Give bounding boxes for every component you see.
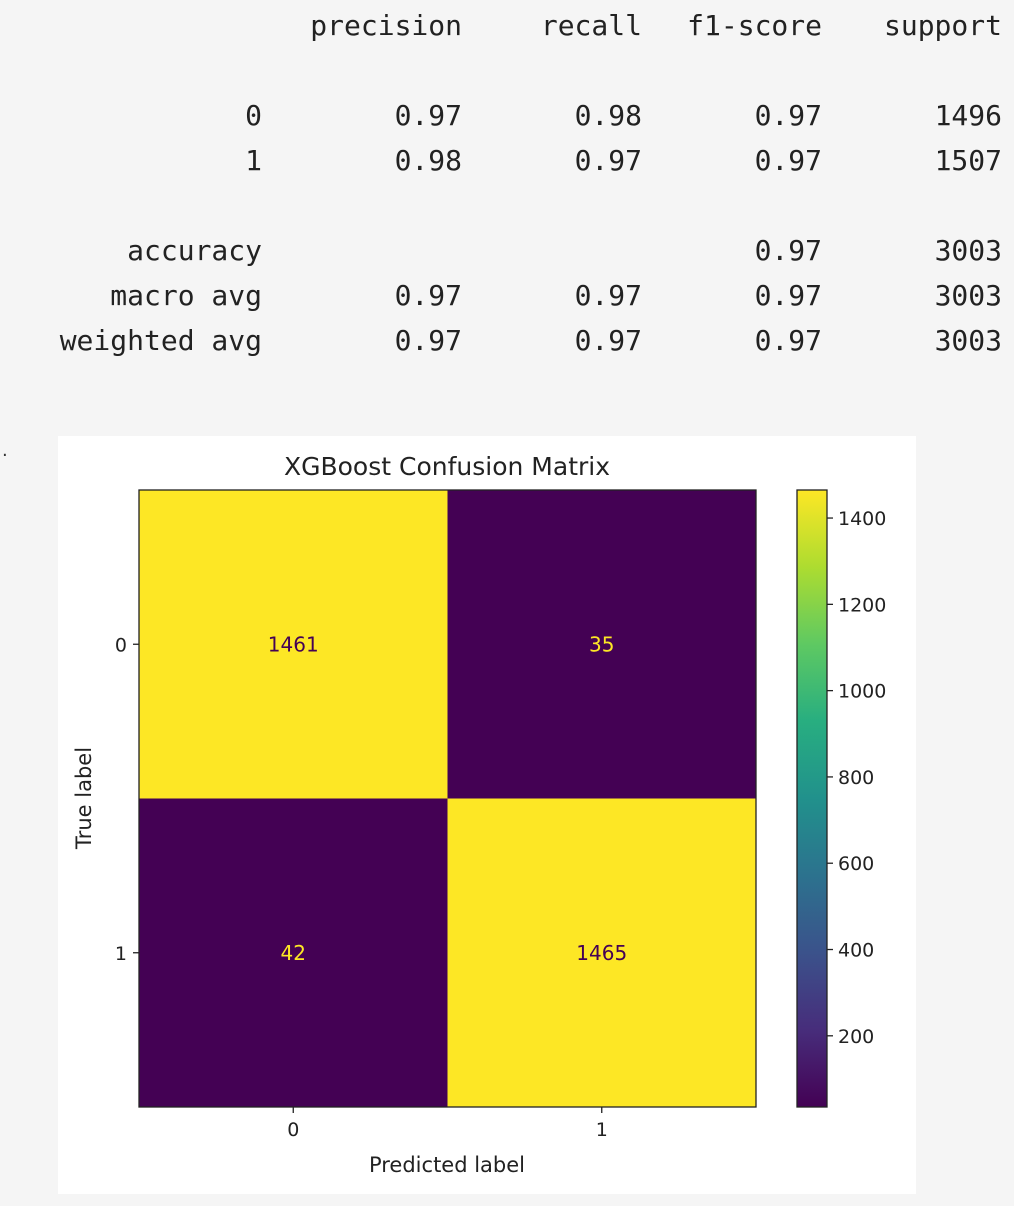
colorbar-tick-label: 800 [838,767,874,789]
precision-value: 0.97 [394,99,462,132]
recall-value: 0.97 [574,144,642,177]
cell-value-label: 35 [589,632,614,656]
row-label: macro avg [110,279,262,312]
f1-value: 0.97 [754,99,822,132]
recall-value: 0.98 [574,99,642,132]
recall-value: 0.97 [574,279,642,312]
x-tick-label: 0 [287,1119,299,1141]
matrix-cell [447,798,756,1107]
header-support: support [883,9,1002,42]
header-recall: recall [540,9,642,42]
heatmap-cells [139,490,756,1107]
support-value: 1496 [934,99,1002,132]
precision-value: 0.98 [394,144,462,177]
y-tick-label: 0 [115,634,127,656]
colorbar-tick-label: 600 [838,853,874,875]
matrix-cell [139,798,448,1107]
heatmap-cell-labels: 1461 35 42 1465 [268,632,627,965]
support-value: 3003 [934,324,1002,357]
row-label: 1 [245,144,262,177]
f1-value: 0.97 [754,279,822,312]
cell-value-label: 1465 [576,941,627,965]
matrix-cell [447,490,756,799]
colorbar-tick-label: 200 [838,1026,874,1048]
f1-value: 0.97 [754,144,822,177]
cell-value-label: 1461 [268,632,319,656]
f1-value: 0.97 [754,234,822,267]
header-f1-score: f1-score [687,9,822,42]
header-precision: precision [310,9,462,42]
chart-title: XGBoost Confusion Matrix [284,452,610,481]
colorbar-tick-label: 1400 [838,508,886,530]
precision-value: 0.97 [394,279,462,312]
support-value: 3003 [934,279,1002,312]
colorbar-tick-label: 1000 [838,681,886,703]
x-axis-label: Predicted label [369,1153,525,1177]
colorbar-tick-label: 400 [838,940,874,962]
support-value: 1507 [934,144,1002,177]
f1-value: 0.97 [754,324,822,357]
cell-value-label: 42 [281,941,306,965]
x-tick-label: 1 [596,1119,608,1141]
colorbar [796,489,828,1108]
row-label: accuracy [127,234,262,267]
colorbar-ticks: 200 400 600 800 1000 1200 1400 [827,508,886,1048]
recall-value: 0.97 [574,324,642,357]
precision-value: 0.97 [394,324,462,357]
matrix-cell [139,490,448,799]
support-value: 3003 [934,234,1002,267]
output-marker: . [2,440,8,461]
colorbar-tick-label: 1200 [838,594,886,616]
y-axis-ticks: 01 [115,634,139,965]
row-label: 0 [245,99,262,132]
y-axis-label: True label [72,747,96,850]
plot-frame [138,489,757,1108]
y-tick-label: 1 [115,943,127,965]
row-label: weighted avg [59,324,262,357]
